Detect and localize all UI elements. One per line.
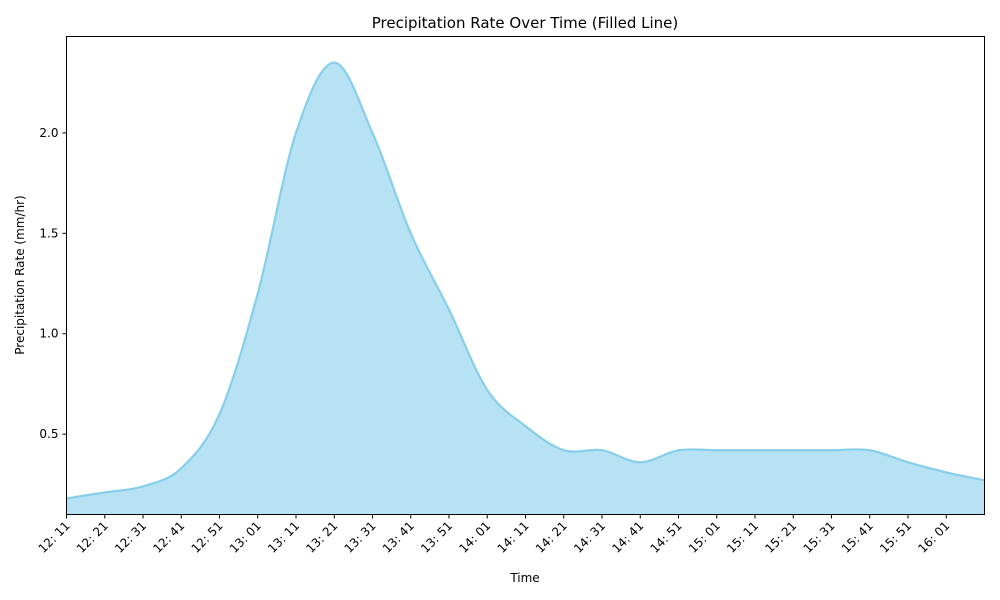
x-tick-label: 14: 11 bbox=[495, 519, 532, 556]
precipitation-area-fill bbox=[66, 62, 985, 515]
y-tick-label: 2.0 bbox=[39, 126, 58, 140]
plot-area bbox=[66, 61, 985, 515]
x-tick-label: 14: 41 bbox=[609, 519, 646, 556]
x-tick-label: 15: 01 bbox=[686, 519, 723, 556]
x-tick-label: 14: 31 bbox=[571, 519, 608, 556]
x-tick-label: 14: 51 bbox=[648, 519, 685, 556]
x-tick-label: 16: 01 bbox=[915, 519, 952, 556]
x-axis: 12: 11 12: 21 12: 31 12: 41 12: 51 13: 01 13: … bbox=[36, 514, 952, 556]
x-tick-label: 13: 01 bbox=[227, 519, 264, 556]
x-tick-label: 12: 21 bbox=[74, 519, 111, 556]
y-tick-label: 0.5 bbox=[39, 427, 58, 441]
x-tick-label: 13: 51 bbox=[418, 519, 455, 556]
x-tick-label: 14: 01 bbox=[456, 519, 493, 556]
x-tick-label: 15: 51 bbox=[877, 519, 914, 556]
x-tick-label: 13: 11 bbox=[265, 519, 302, 556]
x-tick-label: 13: 21 bbox=[303, 519, 340, 556]
x-tick-label: 12: 31 bbox=[112, 519, 149, 556]
x-tick-label: 12: 41 bbox=[150, 519, 187, 556]
x-tick-label: 15: 41 bbox=[839, 519, 876, 556]
precipitation-line bbox=[66, 61, 985, 500]
x-tick-label: 12: 11 bbox=[36, 519, 73, 556]
x-tick-label: 12: 51 bbox=[189, 519, 226, 556]
x-tick-label: 15: 31 bbox=[801, 519, 838, 556]
x-tick-label: 13: 31 bbox=[342, 519, 379, 556]
y-tick-label: 1.5 bbox=[39, 226, 58, 240]
x-tick-label: 13: 41 bbox=[380, 519, 417, 556]
chart-title: Precipitation Rate Over Time (Filled Lin… bbox=[372, 14, 679, 32]
x-axis-title: Time bbox=[509, 571, 539, 585]
y-axis: 0.5 1.0 1.5 2.0 bbox=[39, 126, 67, 441]
x-tick-label: 14: 21 bbox=[533, 519, 570, 556]
x-tick-label: 15: 21 bbox=[762, 519, 799, 556]
y-axis-title: Precipitation Rate (mm/hr) bbox=[13, 195, 27, 354]
y-tick-label: 1.0 bbox=[39, 327, 58, 341]
x-tick-label: 15: 11 bbox=[724, 519, 761, 556]
